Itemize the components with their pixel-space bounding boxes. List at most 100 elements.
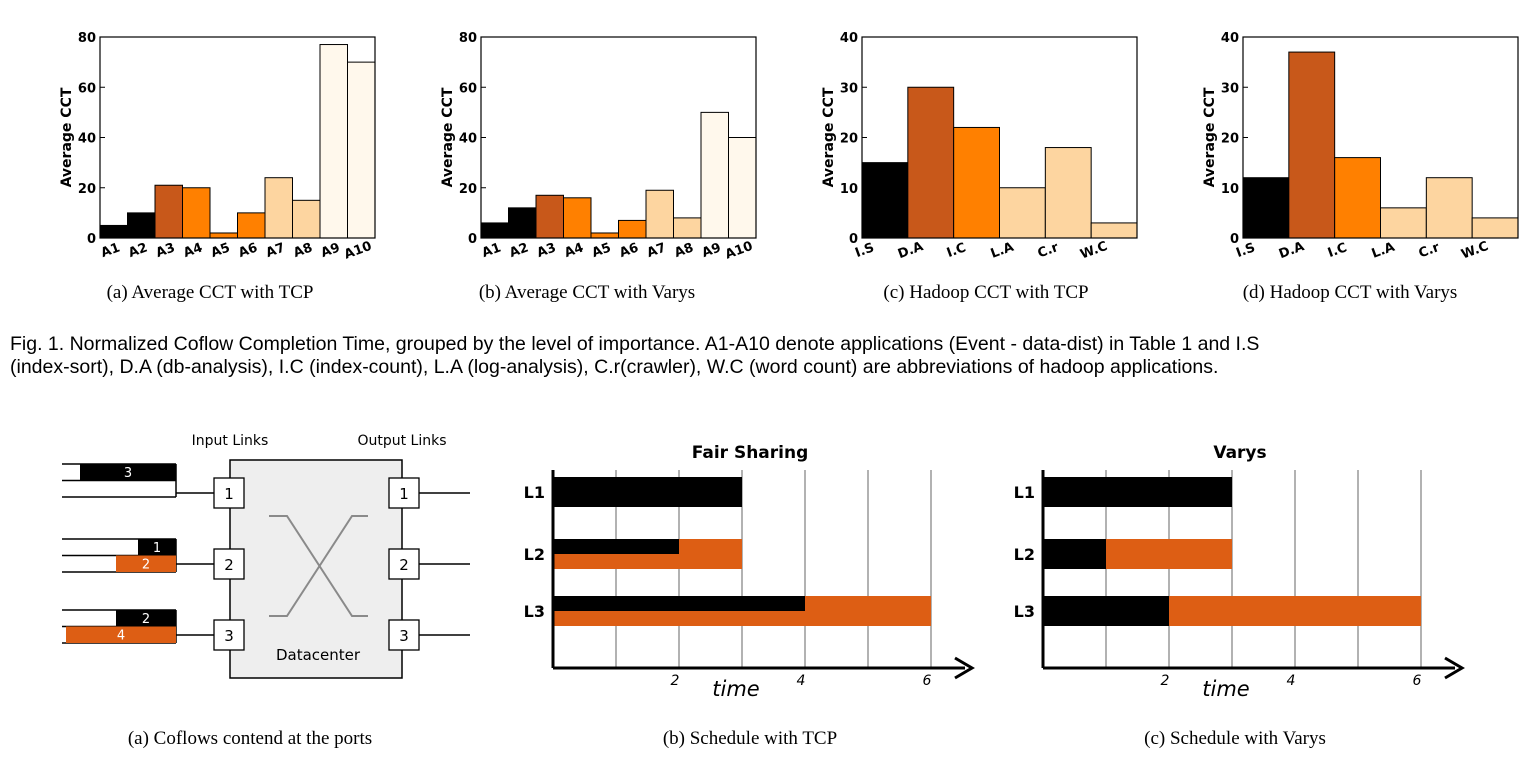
y-tick-label: 0 — [468, 232, 477, 247]
schedule-segment — [1043, 596, 1169, 626]
bar-C.r — [1044, 147, 1092, 239]
bar-chart-d: 0 10 20 30 40 Average CCT I.S D.A I.C L.A C.r W.C — [1202, 31, 1519, 263]
bar-A2 — [508, 207, 537, 239]
bar-L.A — [999, 187, 1046, 239]
x-tick-label: W.C — [1078, 239, 1109, 263]
x-tick-label: A9 — [700, 240, 723, 261]
output-port-1 — [388, 477, 420, 509]
x-tick-label: 2 — [1161, 673, 1170, 689]
x-tick-label: 4 — [1287, 673, 1296, 689]
figure-caption-line-1: Fig. 1. Normalized Coflow Completion Tim… — [10, 333, 1260, 355]
output-port-2 — [388, 548, 420, 580]
bar-chart-a: 0 20 40 60 80 Average CCT A1 A2 A3 A4 A5 A6 A7 A8 A9 A1… — [59, 31, 376, 263]
x-tick-label: A8 — [673, 240, 696, 261]
x-tick-label: 6 — [1413, 673, 1422, 689]
x-tick-label: A2 — [127, 240, 150, 261]
bar-chart-b: 0 20 40 60 80 Average CCT A1 A2 A3 A4 A5 A6 A7 A8 A9 A1… — [440, 31, 757, 263]
queued-flow — [66, 626, 176, 643]
x-tick-label: L.A — [989, 240, 1016, 262]
bar-chart-c: 0 10 20 30 40 Average CCT I.S D.A I.C L.A C.r W.C — [821, 31, 1138, 263]
input-port-label: 2 — [224, 556, 234, 574]
input-port-3 — [213, 619, 245, 651]
output-port-label: 2 — [399, 556, 409, 574]
queued-flow-label: 3 — [124, 466, 132, 481]
schedule-segment — [553, 596, 805, 611]
bar-A4 — [182, 187, 211, 239]
bar-C.r — [1425, 177, 1473, 239]
input-port-1 — [213, 477, 245, 509]
bar-A7 — [264, 177, 293, 239]
output-port-label: 1 — [399, 485, 409, 503]
x-tick-label: A7 — [645, 240, 668, 261]
bar-A3 — [535, 194, 564, 239]
y-axis-label: Average CCT — [59, 87, 75, 187]
x-tick-label: D.A — [1277, 239, 1306, 262]
link-label: L1 — [1014, 483, 1035, 502]
schedule-segment — [1043, 477, 1232, 507]
coflow-diagram: Input Links Output Links Datacenter 1231… — [62, 433, 470, 679]
queued-flow — [138, 539, 176, 556]
bar-A3 — [154, 184, 183, 239]
bar-D.A — [907, 86, 955, 239]
y-tick-label: 10 — [840, 182, 858, 197]
queued-flow-label: 2 — [142, 558, 150, 573]
y-axis-label: Average CCT — [821, 87, 837, 187]
x-tick-label: A1 — [99, 240, 122, 261]
x-tick-label: W.C — [1459, 239, 1490, 263]
queued-flow — [116, 610, 176, 627]
x-tick-label: A6 — [237, 240, 260, 261]
subfigure-caption-2b: (b) Schedule with TCP — [662, 728, 838, 749]
x-tick-label: A4 — [182, 240, 205, 261]
input-port-label: 1 — [224, 485, 234, 503]
x-axis-arrow — [954, 656, 975, 680]
y-tick-label: 40 — [1221, 31, 1239, 46]
bar-A9 — [319, 44, 348, 239]
x-tick-label: C.r — [1036, 240, 1061, 261]
y-tick-label: 40 — [78, 132, 96, 147]
schedule-title: Varys — [1213, 443, 1266, 463]
bar-A8 — [673, 217, 702, 239]
bar-W.C — [1471, 217, 1519, 239]
x-tick-label: A3 — [154, 240, 177, 261]
subfigure-caption-2c: (c) Schedule with Varys — [1144, 728, 1326, 749]
x-axis-label: time — [1202, 677, 1249, 701]
x-tick-label: A6 — [618, 240, 641, 261]
datacenter-label: Datacenter — [276, 646, 361, 664]
y-tick-label: 40 — [459, 132, 477, 147]
y-tick-label: 0 — [1230, 232, 1239, 247]
link-label: L3 — [524, 602, 545, 621]
y-tick-label: 20 — [1221, 132, 1239, 147]
y-tick-label: 60 — [459, 81, 477, 96]
switch-fabric — [269, 515, 368, 617]
x-tick-label: I.S — [853, 240, 876, 261]
schedule-segment — [1106, 539, 1232, 569]
queued-flow — [80, 464, 176, 481]
x-tick-label: A3 — [535, 240, 558, 261]
subfigure-caption-2a: (a) Coflows contend at the ports — [127, 728, 373, 749]
link-label: L2 — [1014, 545, 1035, 564]
bar-A1 — [480, 222, 509, 239]
bar-A5 — [590, 232, 619, 239]
schedule-segment — [553, 477, 742, 507]
y-tick-label: 0 — [849, 232, 858, 247]
x-axis-arrow — [1444, 656, 1465, 680]
input-links-label: Input Links — [192, 433, 269, 449]
bar-A4 — [563, 197, 592, 239]
output-links-label: Output Links — [357, 433, 446, 449]
subfigure-caption-d: (d) Hadoop CCT with Varys — [1242, 282, 1458, 303]
queued-flow-label: 1 — [153, 541, 161, 556]
bar-A9 — [700, 111, 729, 239]
input-port-label: 3 — [224, 627, 234, 645]
x-tick-label: 2 — [671, 673, 680, 689]
link-label: L2 — [524, 545, 545, 564]
subfigure-caption-c: (c) Hadoop CCT with TCP — [883, 282, 1089, 303]
bar-A10 — [347, 61, 376, 239]
x-tick-label: I.C — [945, 240, 968, 261]
y-tick-label: 10 — [1221, 182, 1239, 197]
queued-flow — [116, 555, 176, 572]
schedule-chart-fair-sharing: Fair Sharing L1 L2 L3 2 4 6 time — [524, 443, 975, 701]
link-label: L3 — [1014, 602, 1035, 621]
x-tick-label: C.r — [1417, 240, 1442, 261]
bar-L.A — [1380, 207, 1427, 239]
queued-flow-label: 4 — [117, 629, 125, 644]
